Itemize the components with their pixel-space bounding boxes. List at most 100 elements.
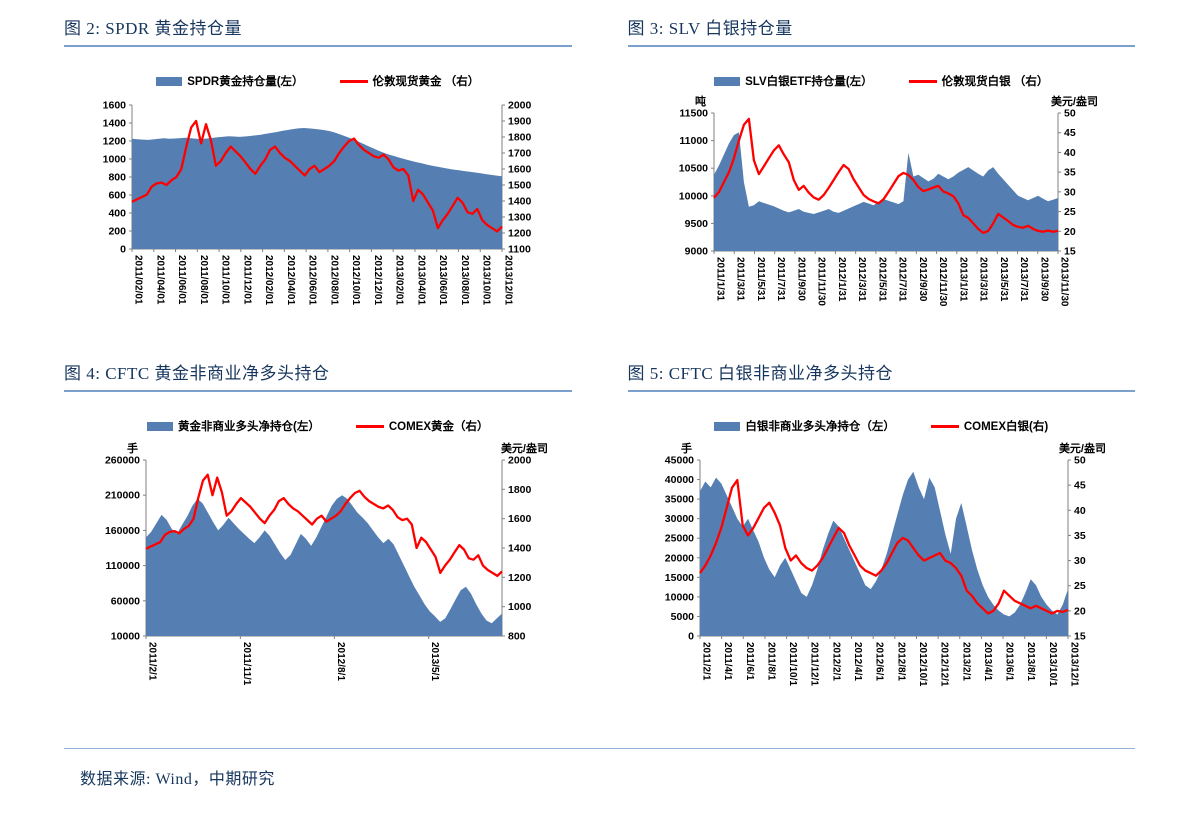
svg-text:2011/04/01: 2011/04/01: [154, 255, 165, 305]
svg-text:2011/11/30: 2011/11/30: [816, 257, 827, 306]
svg-text:2013/9/30: 2013/9/30: [1039, 257, 1050, 302]
svg-text:25000: 25000: [665, 533, 694, 545]
figure-spdr-gold: 图 2: SPDR 黄金持仓量 SPDR黄金持仓量(左） 伦敦现货黄金 （右） …: [64, 14, 572, 325]
legend-item-area: SPDR黄金持仓量(左）: [156, 73, 304, 89]
svg-text:10000: 10000: [111, 631, 140, 643]
svg-text:2013/10/01: 2013/10/01: [480, 255, 491, 305]
svg-text:2011/8/1: 2011/8/1: [766, 642, 777, 681]
svg-text:2011/4/1: 2011/4/1: [722, 642, 733, 681]
svg-text:2012/8/1: 2012/8/1: [896, 642, 907, 681]
svg-text:35: 35: [1074, 530, 1086, 542]
title-rule: [64, 390, 572, 392]
legend-label: 伦敦现货白银 （右）: [941, 76, 1049, 88]
svg-text:1400: 1400: [508, 196, 532, 208]
title-rule: [627, 390, 1135, 392]
svg-text:2013/7/31: 2013/7/31: [1018, 257, 1029, 302]
svg-text:美元/盎司: 美元/盎司: [1059, 441, 1106, 455]
svg-text:10000: 10000: [665, 591, 694, 603]
svg-text:1500: 1500: [508, 180, 532, 192]
svg-text:2011/5/31: 2011/5/31: [755, 257, 766, 301]
svg-text:25: 25: [1074, 580, 1086, 592]
svg-text:美元/盎司: 美元/盎司: [1051, 94, 1098, 108]
svg-text:1400: 1400: [508, 543, 532, 555]
svg-text:2013/04/01: 2013/04/01: [415, 255, 426, 305]
svg-text:20000: 20000: [665, 552, 694, 564]
svg-text:400: 400: [108, 208, 126, 220]
svg-text:2011/12/01: 2011/12/01: [241, 255, 252, 305]
svg-text:40000: 40000: [665, 474, 694, 486]
svg-text:35: 35: [1064, 167, 1076, 179]
svg-text:2012/11/30: 2012/11/30: [937, 257, 948, 307]
svg-text:30000: 30000: [665, 513, 694, 525]
svg-text:2011/6/1: 2011/6/1: [744, 642, 755, 681]
svg-text:2013/2/1: 2013/2/1: [961, 642, 972, 681]
line-swatch-icon: [908, 79, 937, 83]
svg-text:200: 200: [108, 226, 126, 238]
legend-item-line: 伦敦现货黄金 （右）: [339, 73, 479, 89]
svg-text:2011/1/31: 2011/1/31: [715, 257, 726, 301]
figure-cftc-gold: 图 4: CFTC 黄金非商业净多头持仓 黄金非商业多头净持仓(左） COMEX…: [64, 359, 572, 726]
legend-label: 白银非商业多头净持仓（左）: [745, 421, 895, 433]
svg-text:45: 45: [1074, 480, 1086, 492]
line-swatch-icon: [930, 424, 959, 428]
svg-text:2012/04/01: 2012/04/01: [285, 255, 296, 305]
legend-item-area: SLV白银ETF持仓量(左）: [714, 73, 873, 89]
svg-text:1600: 1600: [102, 100, 126, 112]
chart-legend: SLV白银ETF持仓量(左） 伦敦现货白银 （右）: [714, 73, 1048, 89]
svg-text:20: 20: [1064, 226, 1076, 238]
legend-item-area: 白银非商业多头净持仓（左）: [714, 418, 895, 434]
svg-text:800: 800: [508, 631, 526, 643]
svg-text:45: 45: [1064, 127, 1076, 139]
svg-text:1000: 1000: [508, 601, 532, 613]
legend-label: COMEX白银(右): [963, 421, 1049, 433]
svg-text:2011/10/01: 2011/10/01: [219, 255, 230, 305]
figure-cftc-silver: 图 5: CFTC 白银非商业净多头持仓 白银非商业多头净持仓（左） COMEX…: [627, 359, 1135, 726]
svg-text:2012/4/1: 2012/4/1: [852, 642, 863, 681]
svg-text:2011/02/01: 2011/02/01: [132, 255, 143, 305]
svg-text:2011/3/31: 2011/3/31: [735, 257, 746, 301]
svg-text:1000: 1000: [102, 154, 126, 166]
chart-legend: 白银非商业多头净持仓（左） COMEX白银(右): [714, 418, 1048, 434]
svg-text:1100: 1100: [508, 244, 531, 256]
svg-text:600: 600: [108, 190, 126, 202]
chart-wrap: SLV白银ETF持仓量(左） 伦敦现货白银 （右） 9000 9500 10000 1…: [628, 73, 1136, 325]
area-swatch-icon: [147, 421, 173, 431]
legend-item-line: COMEX黄金（右）: [355, 418, 489, 434]
svg-text:2013/6/1: 2013/6/1: [1004, 642, 1015, 681]
svg-text:2012/08/01: 2012/08/01: [328, 255, 339, 305]
svg-text:9000: 9000: [685, 246, 709, 258]
svg-text:50: 50: [1064, 108, 1076, 120]
legend-label: SLV白银ETF持仓量(左）: [745, 76, 873, 88]
svg-text:2011/12/1: 2011/12/1: [809, 642, 820, 686]
svg-text:2013/10/1: 2013/10/1: [1047, 642, 1058, 687]
svg-text:2012/10/1: 2012/10/1: [917, 642, 928, 687]
svg-text:50: 50: [1074, 455, 1086, 467]
svg-text:2000: 2000: [508, 100, 532, 112]
svg-text:2011/11/1: 2011/11/1: [241, 642, 252, 686]
svg-text:800: 800: [108, 172, 126, 184]
svg-text:2013/4/1: 2013/4/1: [982, 642, 993, 681]
svg-text:60000: 60000: [111, 595, 140, 607]
svg-text:1700: 1700: [508, 148, 532, 160]
svg-text:2011/2/1: 2011/2/1: [146, 642, 157, 681]
svg-text:2012/06/01: 2012/06/01: [306, 255, 317, 305]
svg-text:1600: 1600: [508, 513, 532, 525]
svg-text:1200: 1200: [508, 572, 532, 584]
svg-text:11500: 11500: [680, 108, 709, 120]
svg-text:手: 手: [127, 441, 138, 455]
svg-text:30: 30: [1064, 186, 1076, 198]
figure-title-spdr-gold: 图 2: SPDR 黄金持仓量: [64, 19, 242, 38]
svg-text:2012/7/31: 2012/7/31: [897, 257, 908, 302]
spdr-gold-chart: 0 200 400 600 800 1000 1200 1400 1600 1100 1200 130…: [102, 100, 532, 306]
figures-grid: 图 2: SPDR 黄金持仓量 SPDR黄金持仓量(左） 伦敦现货黄金 （右） …: [64, 14, 1135, 726]
svg-text:1800: 1800: [508, 132, 532, 144]
svg-text:2012/2/1: 2012/2/1: [831, 642, 842, 681]
legend-item-line: 伦敦现货白银 （右）: [908, 73, 1049, 89]
line-swatch-icon: [355, 424, 384, 428]
legend-label: SPDR黄金持仓量(左）: [187, 76, 304, 88]
svg-text:0: 0: [120, 244, 126, 256]
svg-text:25: 25: [1064, 206, 1076, 218]
svg-text:10500: 10500: [679, 163, 708, 175]
svg-text:吨: 吨: [695, 94, 706, 108]
svg-text:2011/10/1: 2011/10/1: [787, 642, 798, 686]
